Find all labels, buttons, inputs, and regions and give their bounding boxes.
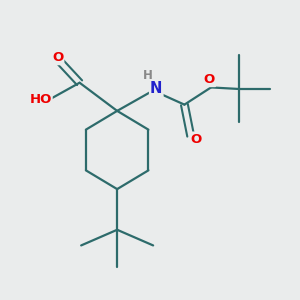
Text: H: H <box>142 69 152 82</box>
Text: O: O <box>204 73 215 86</box>
Text: N: N <box>150 82 162 97</box>
Text: O: O <box>52 51 63 64</box>
Text: O: O <box>191 133 202 146</box>
Text: HO: HO <box>29 93 52 106</box>
